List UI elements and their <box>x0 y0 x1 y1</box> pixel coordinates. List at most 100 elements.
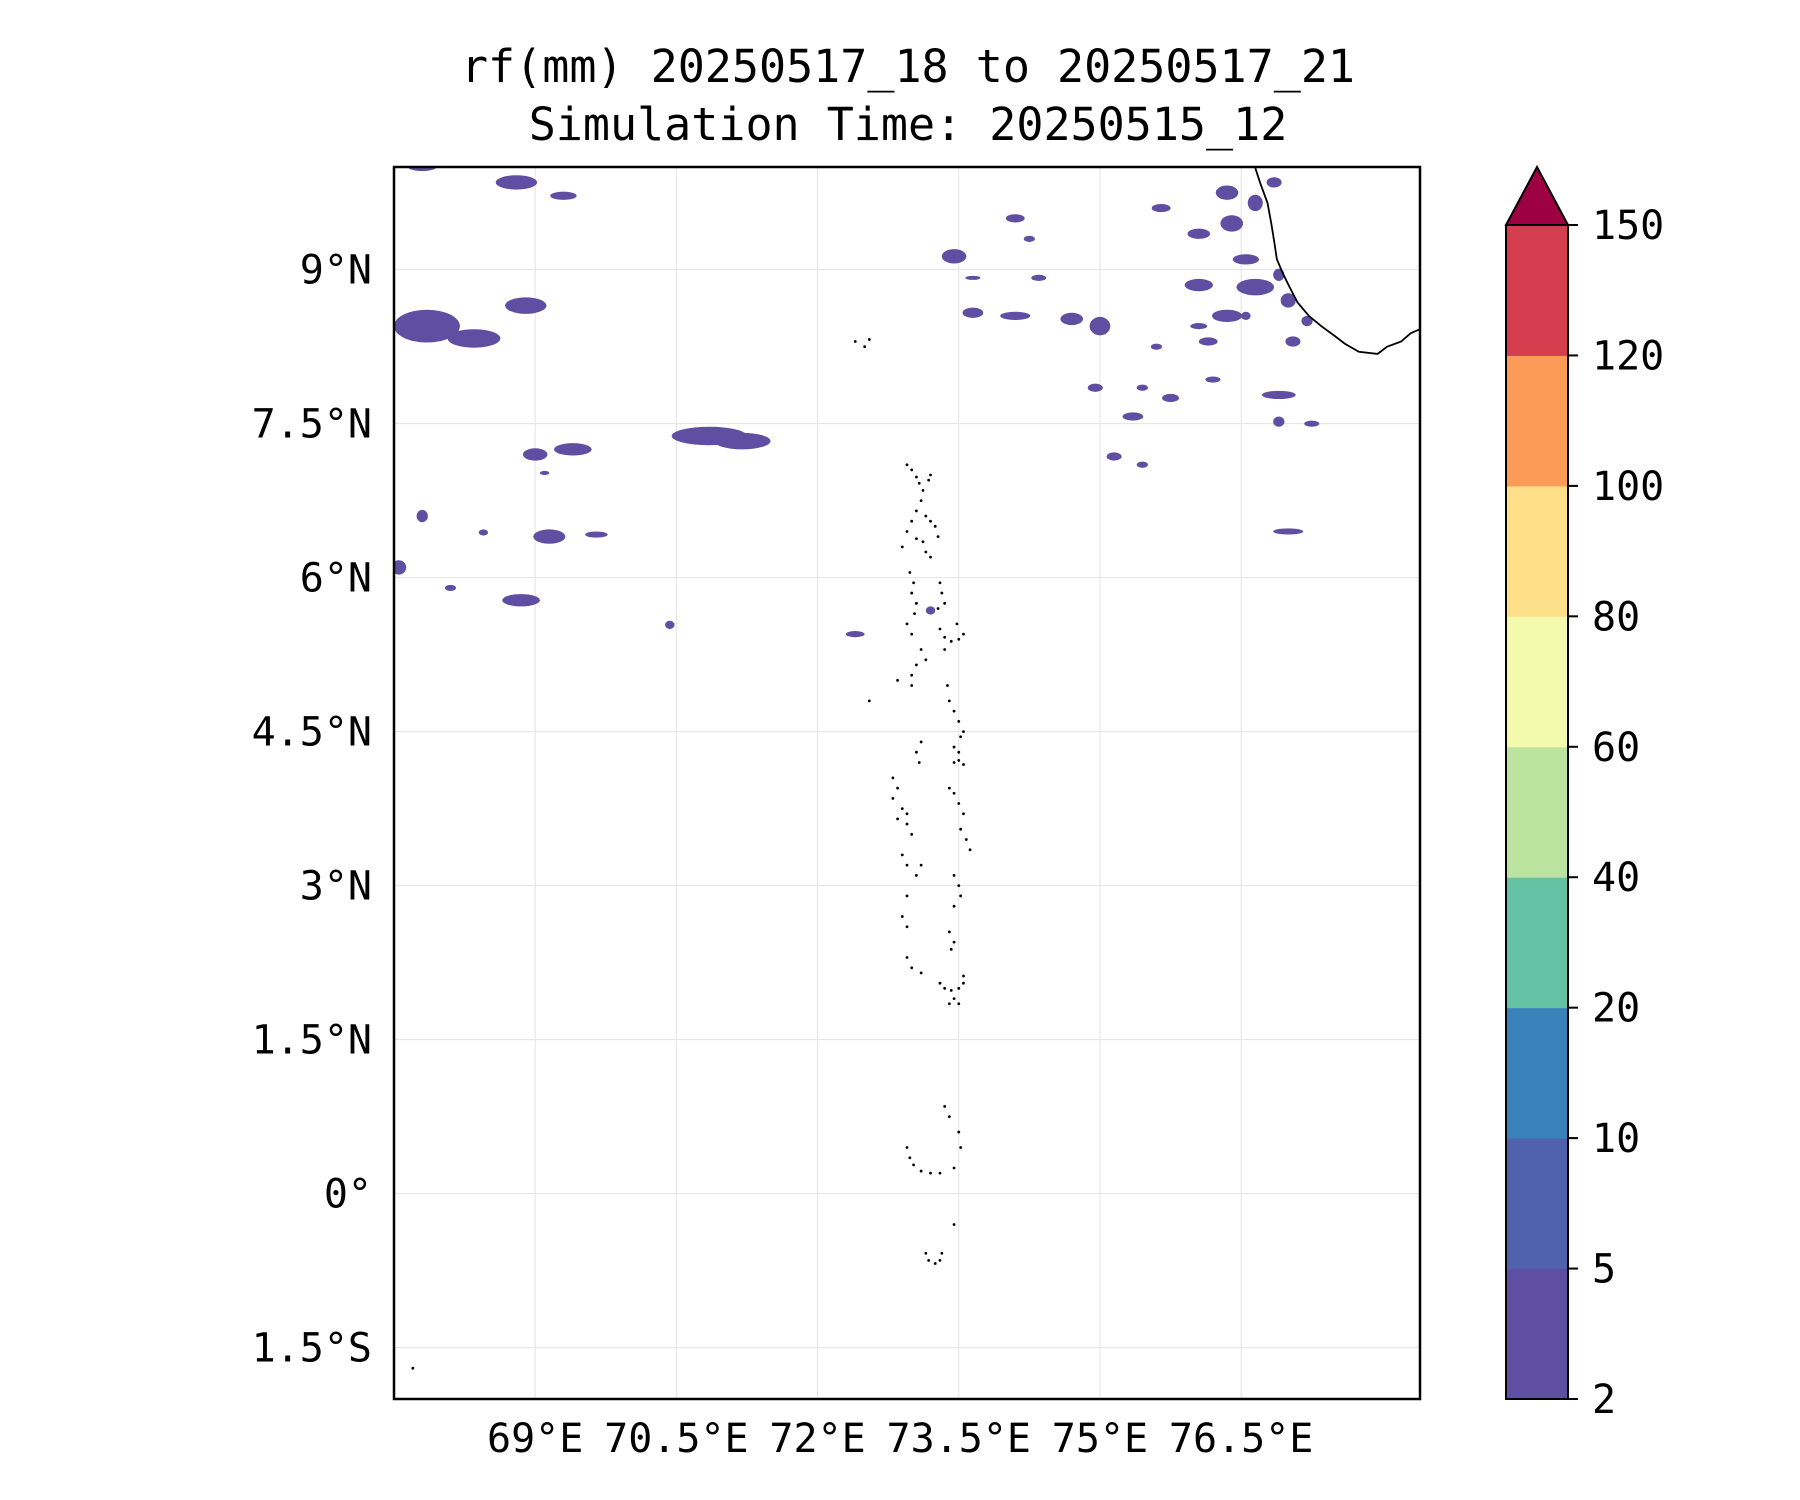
y-tick-label: 7.5°N <box>252 402 372 448</box>
island-dot <box>952 940 956 944</box>
rain-cell <box>478 529 489 536</box>
island-dot <box>947 1002 951 1006</box>
rain-cell <box>965 275 981 280</box>
island-dot <box>938 581 942 585</box>
rain-cell <box>394 560 407 575</box>
colorbar-segment <box>1506 746 1568 878</box>
island-outlines <box>411 338 972 1370</box>
x-tick-label: 75°E <box>1052 1416 1148 1462</box>
island-dot <box>905 812 909 816</box>
rain-cell <box>1150 343 1163 350</box>
island-dot <box>943 601 947 605</box>
rain-cell <box>1005 214 1025 223</box>
island-dot <box>900 807 904 811</box>
rain-cell <box>1162 393 1180 403</box>
island-dot <box>921 489 925 492</box>
island-dot <box>957 637 961 641</box>
island-dot <box>936 607 940 610</box>
island-dot <box>900 545 904 549</box>
island-dot <box>910 684 914 687</box>
island-dot <box>929 1171 932 1175</box>
rain-cell <box>1136 461 1148 468</box>
island-dot <box>905 530 909 533</box>
map-title: rf(mm) 20250517_18 to 20250517_21 Simula… <box>0 38 1800 154</box>
island-dot <box>968 848 972 852</box>
colorbar-tick-label: 80 <box>1592 594 1640 640</box>
island-dot <box>940 1251 944 1255</box>
rain-cell <box>539 470 550 475</box>
colorbar-frame <box>1505 224 1569 1400</box>
x-tick-labels: 69°E 70.5°E 72°E 73.5°E 75°E 76.5°E <box>487 1416 1313 1462</box>
rain-cell <box>1285 336 1301 347</box>
y-tick-label: 6°N <box>300 556 372 602</box>
y-tick-label: 0° <box>324 1172 372 1218</box>
x-tick-label: 76.5°E <box>1169 1416 1314 1462</box>
island-dot <box>929 555 932 559</box>
island-dot <box>959 894 963 898</box>
island-dot <box>957 884 961 888</box>
island-dot <box>947 786 951 790</box>
rain-cell <box>1215 185 1239 200</box>
island-dot <box>905 925 909 929</box>
island-dot <box>959 1146 963 1149</box>
rain-cell <box>1198 337 1218 346</box>
colorbar: 2 5 10 20 40 60 80 100 120 150 <box>1504 164 1664 1423</box>
rain-cell <box>845 631 865 638</box>
island-dot <box>957 1130 961 1134</box>
colorbar-segment <box>1506 355 1568 487</box>
island-dot <box>905 956 909 959</box>
island-dot <box>867 338 871 341</box>
x-tick-label: 70.5°E <box>604 1416 749 1462</box>
island-dot <box>912 581 915 585</box>
colorbar-segment <box>1506 1007 1568 1139</box>
island-dot <box>910 468 914 472</box>
island-dot <box>962 763 965 766</box>
rain-cell <box>505 297 547 314</box>
rain-cell <box>665 620 675 629</box>
island-dot <box>952 761 956 764</box>
y-tick-labels: 9°N 7.5°N 6°N 4.5°N 3°N 1.5°N 0° 1.5°S <box>252 248 372 1372</box>
island-dot <box>863 345 867 349</box>
rain-cell <box>1089 316 1111 336</box>
colorbar-segment <box>1506 1138 1568 1270</box>
island-dot <box>910 591 914 595</box>
island-dot <box>933 524 937 528</box>
rain-cell <box>1000 311 1031 320</box>
rain-cell <box>502 594 540 607</box>
rain-cell <box>550 191 577 200</box>
rain-cell <box>1241 311 1251 320</box>
island-dot <box>924 658 928 662</box>
island-dot <box>962 730 965 734</box>
y-tick-label: 1.5°N <box>252 1018 372 1064</box>
coastline-layer <box>1254 167 1420 355</box>
island-dot <box>905 863 909 867</box>
island-dot <box>915 750 918 754</box>
island-dot <box>952 997 956 1000</box>
island-dot <box>957 802 961 805</box>
colorbar-tick-label: 10 <box>1592 1116 1640 1162</box>
island-dot <box>915 537 918 541</box>
island-dot <box>924 550 928 554</box>
rain-cell <box>585 531 608 538</box>
rain-cell <box>1247 194 1263 212</box>
rain-cell <box>941 249 967 264</box>
island-dot <box>915 874 918 877</box>
island-dot <box>896 786 899 790</box>
colorbar-segment <box>1506 616 1568 748</box>
rain-cell <box>1023 235 1036 242</box>
y-tick-label: 3°N <box>300 864 372 910</box>
rain-cell <box>1136 384 1148 391</box>
island-dot <box>959 827 963 831</box>
colorbar-tick-label: 120 <box>1592 333 1664 379</box>
island-dot <box>927 478 931 482</box>
rain-cell <box>1211 309 1243 323</box>
colorbar-segment <box>1506 877 1568 1009</box>
island-dot <box>943 648 947 651</box>
island-dot <box>913 612 916 615</box>
island-dot <box>915 663 918 667</box>
island-dot <box>905 463 909 467</box>
island-dot <box>959 735 963 739</box>
rain-cell <box>1122 412 1144 421</box>
island-dot <box>947 930 951 934</box>
